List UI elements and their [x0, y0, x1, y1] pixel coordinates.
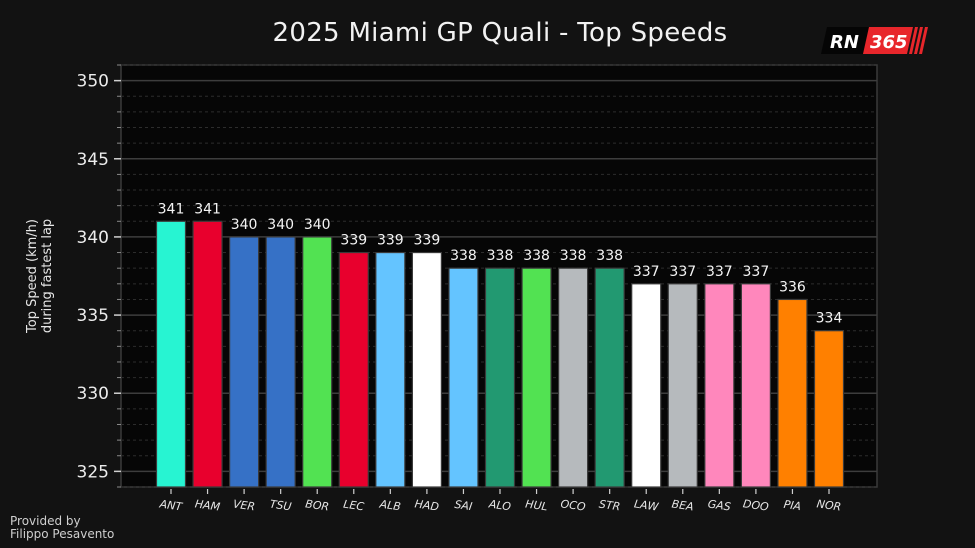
credit: Provided by Filippo Pesavento	[10, 515, 114, 541]
bar-nor	[813, 330, 845, 488]
x-tick-label: HUL	[524, 497, 548, 513]
bar-value-label: 338	[560, 248, 587, 264]
x-tick-label: GAS	[707, 497, 732, 513]
bar-value-label: 340	[231, 217, 258, 233]
y-axis-title-line2: during fastest lap	[40, 219, 55, 333]
bar-value-label: 338	[596, 248, 623, 264]
logo-text-rn: RN	[830, 32, 859, 53]
bar-bor	[302, 236, 333, 488]
bar-alb	[375, 251, 406, 488]
bar-pia	[777, 298, 808, 488]
bar-ver	[229, 236, 260, 488]
y-tick-label: 340	[77, 228, 109, 248]
y-axis-title-line1: Top Speed (km/h)	[25, 219, 40, 334]
logo-stripe	[914, 27, 923, 54]
logo-stripe	[909, 27, 918, 54]
y-tick-label: 335	[77, 306, 109, 326]
credit-line-1: Provided by	[10, 514, 81, 528]
bar-ant	[155, 220, 187, 488]
x-axis: ANT HAM VER TSU BOR LEC ALB HAD SAI ALO HUL OCO STR L…	[158, 489, 842, 514]
bar-ham	[192, 220, 223, 488]
bar-tsu	[265, 236, 296, 488]
x-tick-label: PIA	[783, 498, 802, 513]
x-tick-label: NOR	[816, 497, 842, 513]
bar-value-label: 341	[194, 201, 221, 217]
y-tick-label: 345	[77, 150, 109, 170]
bar-value-label: 340	[267, 217, 294, 233]
bar-value-label: 334	[816, 311, 843, 327]
bar-value-label: 339	[414, 233, 441, 249]
x-tick-label: BOR	[304, 497, 329, 513]
bar-sai	[448, 267, 479, 488]
bar-lec	[338, 251, 369, 488]
bar-hul	[521, 267, 552, 488]
bar-value-label: 338	[450, 248, 477, 264]
y-axis: 325 330 335 340 345 350	[77, 64, 121, 488]
x-tick-label: STR	[598, 498, 621, 514]
bar-doo	[740, 283, 771, 488]
x-tick-label: ANT	[158, 497, 184, 513]
chart-title: 2025 Miami GP Quali - Top Speeds	[272, 18, 728, 48]
x-tick-label: ALO	[487, 497, 512, 513]
x-tick-label: ALB	[378, 497, 402, 513]
bar-value-label: 337	[633, 264, 660, 280]
logo-black-block	[821, 27, 869, 54]
x-tick-label: TSU	[269, 498, 292, 514]
bar-oco	[558, 267, 589, 488]
bar-bea	[667, 283, 698, 488]
y-tick-label: 330	[77, 384, 109, 404]
bar-law	[631, 283, 662, 488]
x-tick-label: LEC	[343, 498, 366, 514]
x-tick-label: SAI	[454, 498, 473, 513]
x-tick-label: OCO	[560, 497, 587, 513]
x-tick-label: DOO	[742, 497, 770, 514]
bar-gas	[704, 283, 735, 488]
bar-value-label: 338	[523, 248, 550, 264]
x-tick-label: LAW	[633, 497, 660, 513]
bars: 341 341 340 340 340 339 339 339 338 338 338 338 338 3…	[155, 201, 845, 488]
bar-alo	[484, 267, 516, 488]
bar-value-label: 339	[340, 233, 367, 249]
x-tick-label: HAD	[414, 497, 440, 513]
x-tick-label: HAM	[194, 497, 221, 513]
bar-value-label: 337	[669, 264, 696, 280]
x-tick-label: BEA	[671, 498, 695, 514]
logo-stripe	[919, 27, 928, 54]
logo-red-block	[863, 27, 913, 54]
y-tick-label: 325	[77, 462, 109, 482]
bar-value-label: 337	[743, 264, 770, 280]
y-tick-label: 350	[77, 72, 109, 92]
bar-str	[594, 267, 625, 488]
rn365-logo: RN 365	[821, 27, 928, 54]
credit-line-2: Filippo Pesavento	[10, 527, 115, 541]
x-tick-label: VER	[232, 498, 256, 514]
bar-value-label: 339	[377, 233, 404, 249]
bar-value-label: 338	[487, 248, 514, 264]
bar-had	[411, 251, 442, 488]
bar-value-label: 337	[706, 264, 733, 280]
bar-value-label: 336	[779, 279, 806, 295]
y-axis-title: Top Speed (km/h) during fastest lap	[25, 219, 55, 334]
bar-value-label: 340	[304, 217, 331, 233]
logo-text-365: 365	[870, 32, 908, 53]
bar-value-label: 341	[158, 201, 185, 217]
